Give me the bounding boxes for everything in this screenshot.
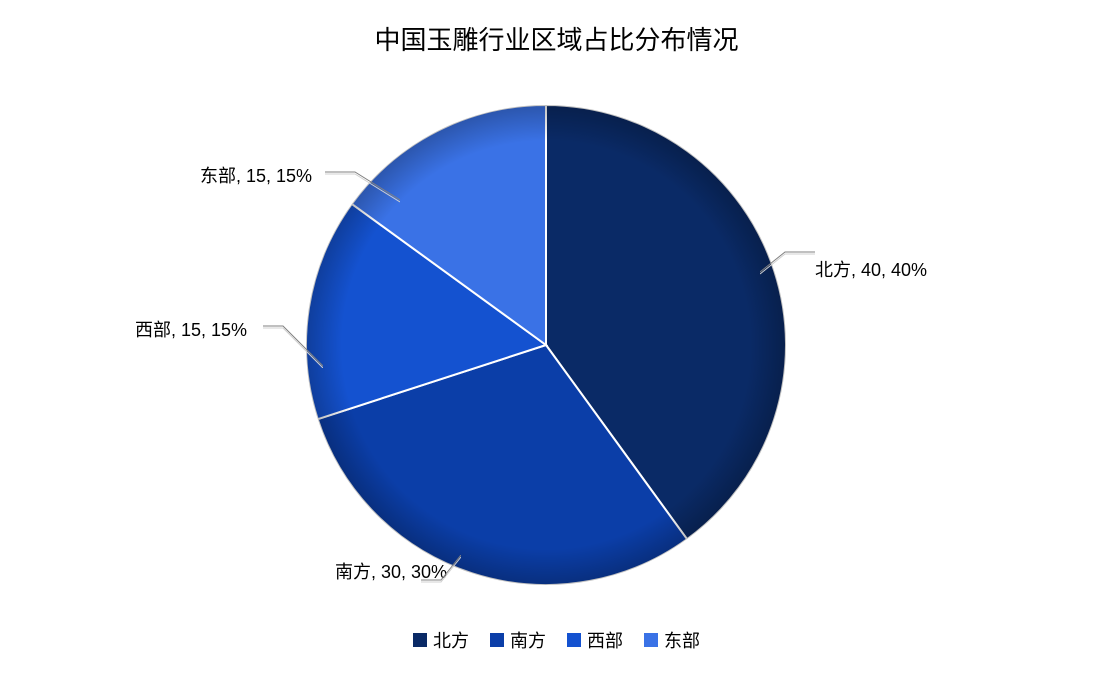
legend-swatch-south bbox=[490, 633, 504, 647]
pie-chart-container: 中国玉雕行业区域占比分布情况 北方, 40, 40% 南方, 30, 30% 西… bbox=[0, 0, 1113, 675]
legend-swatch-west bbox=[567, 633, 581, 647]
legend-label-south: 南方 bbox=[510, 627, 546, 653]
legend-label-north: 北方 bbox=[433, 627, 469, 653]
chart-title: 中国玉雕行业区域占比分布情况 bbox=[0, 20, 1113, 57]
legend-item-south: 南方 bbox=[490, 627, 546, 653]
slice-label-south: 南方, 30, 30% bbox=[335, 558, 447, 584]
legend: 北方 南方 西部 东部 bbox=[0, 627, 1113, 653]
slice-label-west: 西部, 15, 15% bbox=[135, 316, 247, 342]
legend-label-east: 东部 bbox=[664, 627, 700, 653]
legend-swatch-north bbox=[413, 633, 427, 647]
slice-label-north: 北方, 40, 40% bbox=[815, 256, 927, 282]
pie-area bbox=[306, 105, 786, 585]
legend-swatch-east bbox=[644, 633, 658, 647]
pie-svg bbox=[306, 105, 786, 585]
legend-item-east: 东部 bbox=[644, 627, 700, 653]
legend-item-north: 北方 bbox=[413, 627, 469, 653]
slice-label-east: 东部, 15, 15% bbox=[200, 162, 312, 188]
legend-label-west: 西部 bbox=[587, 627, 623, 653]
legend-item-west: 西部 bbox=[567, 627, 623, 653]
